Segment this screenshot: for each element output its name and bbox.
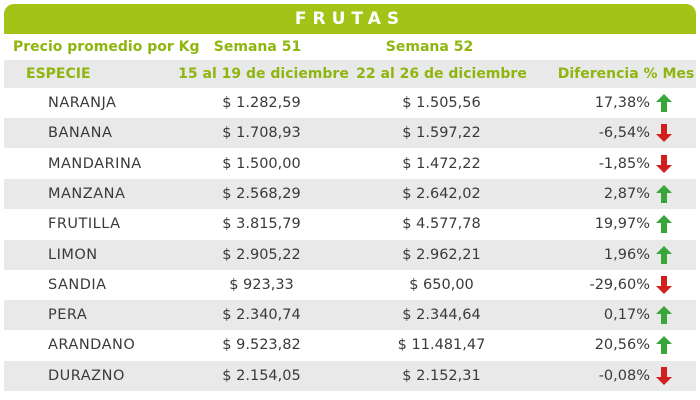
week51-header: Semana 51 [213, 39, 302, 55]
table-row: LIMON $ 2.905,22 $ 2.962,21 1,96% [4, 239, 696, 270]
arrow-down-icon [656, 118, 674, 148]
species-name: SANDIA [48, 276, 107, 293]
week51-price: $ 3.815,79 [222, 216, 301, 233]
week51-price: $ 2.340,74 [222, 307, 301, 324]
species-name: MANZANA [48, 185, 126, 202]
table-row: MANDARINA $ 1.500,00 $ 1.472,22 -1,85% [4, 149, 696, 179]
percent-difference: 1,96% [603, 246, 650, 263]
week52-range-header: 22 al 26 de diciembre [356, 66, 527, 82]
table-row: BANANA $ 1.708,93 $ 1.597,22 -6,54% [4, 118, 696, 149]
week51-price: $ 1.500,00 [222, 155, 301, 172]
arrow-up-icon [656, 179, 674, 209]
table-row: SANDIA $ 923,33 $ 650,00 -29,60% [4, 270, 696, 300]
week51-price: $ 1.282,59 [222, 95, 301, 111]
arrow-down-icon [656, 361, 674, 391]
percent-difference: 20,56% [594, 337, 650, 354]
week52-header: Semana 52 [385, 39, 474, 55]
table-row: PERA $ 2.340,74 $ 2.344,64 0,17% [4, 300, 696, 331]
week51-price: $ 2.905,22 [222, 246, 301, 263]
species-name: LIMON [48, 246, 98, 263]
week51-price: $ 9.523,82 [222, 337, 301, 354]
percent-difference: -6,54% [598, 125, 650, 142]
percent-difference: -1,85% [598, 155, 650, 172]
arrow-down-icon [656, 270, 674, 300]
week52-price: $ 1.472,22 [402, 155, 481, 172]
arrow-up-icon [656, 300, 674, 330]
percent-difference: -0,08% [598, 367, 650, 384]
species-name: PERA [48, 307, 88, 324]
week52-price: $ 2.962,21 [402, 246, 481, 263]
week52-price: $ 1.505,56 [402, 95, 481, 111]
species-name: FRUTILLA [48, 216, 121, 233]
week52-price: $ 650,00 [409, 276, 474, 293]
week51-price: $ 2.154,05 [222, 367, 301, 384]
species-name: BANANA [48, 125, 113, 142]
table-row: MANZANA $ 2.568,29 $ 2.642,02 2,87% [4, 178, 696, 209]
arrow-down-icon [656, 149, 674, 179]
week51-range-header: 15 al 19 de diciembre [178, 66, 349, 82]
week52-price: $ 2.152,31 [402, 367, 481, 384]
percent-difference: 2,87% [603, 185, 650, 202]
percent-difference: 19,97% [594, 216, 650, 233]
percent-difference: 0,17% [603, 307, 650, 324]
species-name: DURAZNO [48, 367, 125, 384]
table-row: DURAZNO $ 2.154,05 $ 2.152,31 -0,08% [4, 360, 696, 391]
table-row: ARANDANO $ 9.523,82 $ 11.481,47 20,56% [4, 330, 696, 360]
species-name: ARANDANO [48, 337, 136, 354]
week52-price: $ 11.481,47 [397, 337, 486, 354]
diff-header: Diferencia % Mes [557, 66, 695, 82]
arrow-up-icon [656, 88, 674, 118]
table-row: FRUTILLA $ 3.815,79 $ 4.577,78 19,97% [4, 209, 696, 239]
arrow-up-icon [656, 330, 674, 360]
species-name: MANDARINA [48, 155, 142, 172]
species-name: NARANJA [48, 95, 117, 111]
week51-price: $ 1.708,93 [222, 125, 301, 142]
week52-price: $ 4.577,78 [402, 216, 481, 233]
week52-price: $ 2.642,02 [402, 185, 481, 202]
price-per-kg-label: Precio promedio por Kg [13, 39, 200, 55]
percent-difference: 17,38% [594, 95, 650, 111]
arrow-up-icon [656, 240, 674, 270]
percent-difference: -29,60% [589, 276, 650, 293]
column-header-row [4, 60, 696, 88]
table-row: NARANJA $ 1.282,59 $ 1.505,56 17,38% [4, 88, 696, 118]
arrow-up-icon [656, 209, 674, 239]
week52-price: $ 1.597,22 [402, 125, 481, 142]
table-title: FRUTAS [4, 4, 696, 34]
week51-price: $ 2.568,29 [222, 185, 301, 202]
week52-price: $ 2.344,64 [402, 307, 481, 324]
species-header: ESPECIE [26, 66, 91, 82]
week51-price: $ 923,33 [229, 276, 294, 293]
